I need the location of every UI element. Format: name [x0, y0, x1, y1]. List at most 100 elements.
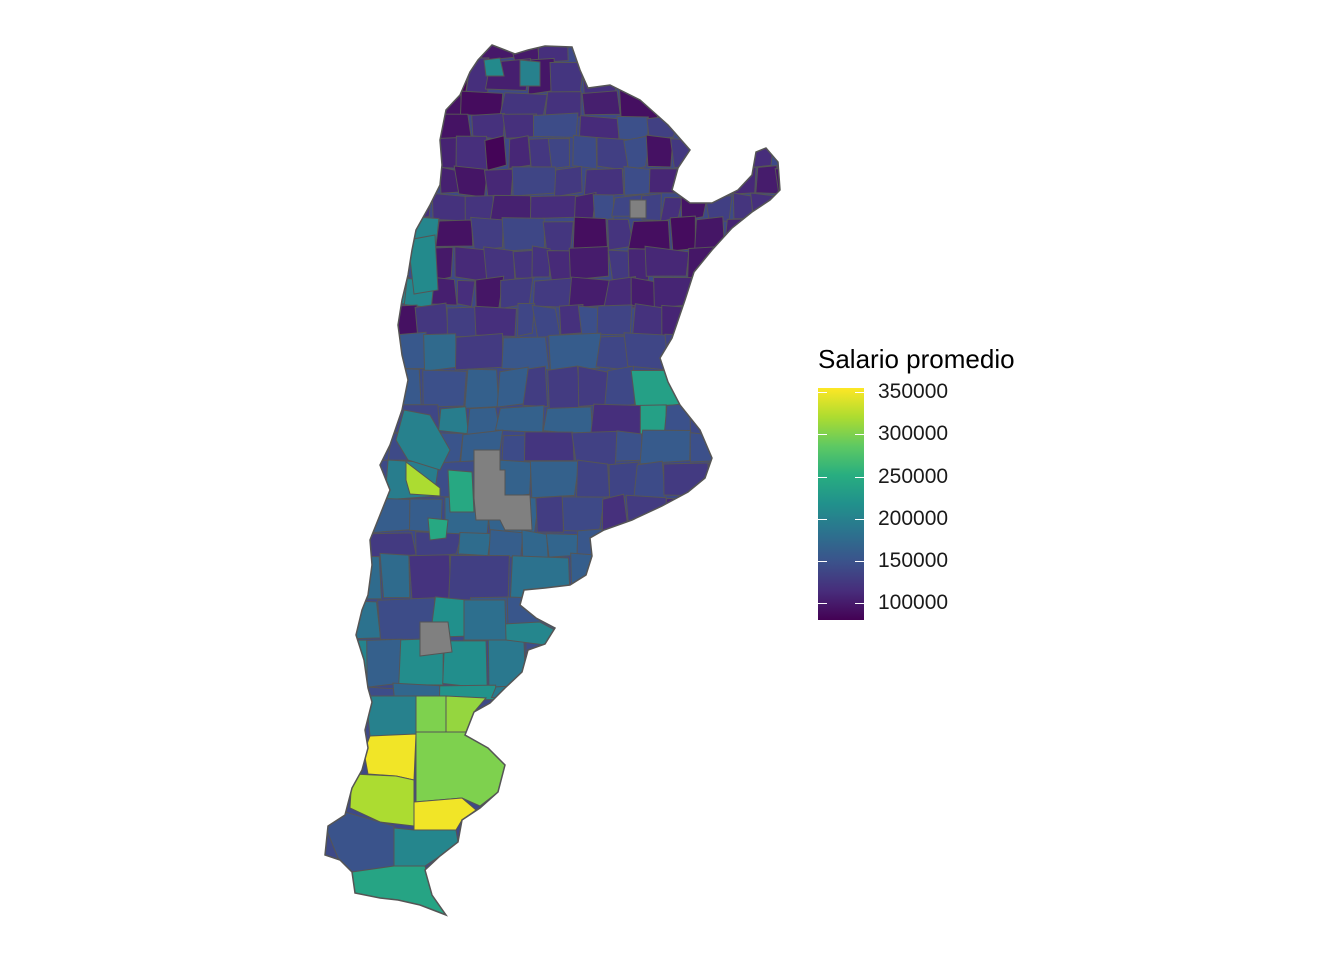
department-region: [546, 250, 573, 282]
legend-tick-mark: [818, 518, 827, 520]
legend-tick-label: 350000: [878, 380, 949, 404]
department-region: [561, 496, 606, 533]
department-region: [438, 406, 469, 435]
department-region: [707, 462, 755, 497]
department-region: [664, 333, 698, 370]
missing-data-region: [473, 449, 533, 531]
department-region: [501, 336, 550, 371]
department-region: [408, 554, 452, 601]
department-region: [516, 302, 536, 337]
department-region: [437, 58, 471, 95]
department-region: [484, 135, 507, 172]
legend-tick-mark: [818, 476, 827, 478]
department-region: [501, 217, 546, 252]
department-region: [592, 194, 615, 222]
department-region: [577, 365, 610, 407]
department-region: [483, 246, 516, 282]
department-region: [669, 215, 696, 252]
department-region: [487, 634, 527, 688]
department-region: [531, 304, 561, 339]
department-region: [623, 134, 652, 171]
department-region: [581, 90, 621, 116]
department-region: [619, 88, 659, 120]
department-region: [669, 138, 694, 169]
map-regions: [325, 45, 780, 915]
legend-title: Salario promedio: [818, 344, 1015, 374]
department-region: [663, 498, 707, 534]
legend: Salario promedio 100000 150000 200000 25000…: [818, 344, 1078, 620]
department-region: [547, 365, 583, 410]
department-region: [663, 402, 691, 435]
department-region: [379, 552, 411, 599]
country-outline: [324, 44, 781, 917]
department-region: [464, 195, 495, 221]
legend-tick-mark: [818, 434, 827, 436]
department-region: [407, 234, 439, 295]
department-region: [644, 245, 690, 277]
department-region: [532, 277, 573, 309]
department-region: [575, 459, 611, 501]
department-region: [502, 113, 538, 139]
legend-tick-mark: [855, 560, 864, 562]
department-region: [365, 695, 417, 737]
department-region: [427, 517, 449, 541]
department-region: [570, 552, 617, 601]
department-region: [351, 865, 448, 915]
department-region: [578, 115, 620, 140]
department-region: [474, 305, 517, 337]
department-region: [371, 304, 419, 337]
department-region: [509, 45, 540, 62]
department-region: [547, 137, 571, 170]
missing-data-region: [629, 199, 647, 219]
department-region: [463, 599, 507, 641]
department-region: [661, 304, 691, 338]
legend-tick-mark: [855, 434, 864, 436]
department-region: [615, 430, 644, 462]
department-region: [475, 275, 505, 309]
department-region: [627, 220, 671, 251]
department-region: [694, 216, 725, 251]
department-region: [583, 167, 625, 198]
department-region: [489, 194, 533, 222]
department-region: [423, 333, 458, 372]
department-region: [457, 531, 492, 557]
department-region: [603, 365, 636, 410]
department-region: [325, 639, 371, 686]
department-region: [511, 166, 557, 197]
department-region: [405, 460, 441, 497]
department-region: [325, 598, 382, 641]
legend-tick-label: 300000: [878, 422, 949, 446]
department-region: [633, 460, 667, 500]
department-region: [548, 332, 602, 371]
department-region: [574, 191, 597, 221]
department-region: [724, 218, 770, 249]
department-region: [509, 555, 571, 603]
department-region: [414, 166, 437, 198]
department-region: [689, 432, 720, 463]
department-region: [362, 497, 415, 534]
department-region: [413, 797, 477, 831]
department-region: [596, 137, 629, 172]
legend-tick-label: 100000: [878, 591, 949, 615]
legend-tick-label: 200000: [878, 506, 949, 530]
department-region: [639, 429, 692, 465]
department-region: [395, 409, 451, 471]
department-region: [454, 332, 504, 371]
department-region: [572, 134, 598, 170]
department-region: [447, 469, 475, 513]
department-region: [532, 112, 579, 138]
department-region: [630, 369, 684, 407]
department-region: [448, 554, 510, 603]
department-region: [537, 45, 569, 63]
department-region: [415, 731, 506, 807]
department-region: [454, 246, 489, 283]
department-region: [522, 365, 549, 408]
department-region: [435, 219, 474, 248]
department-region: [595, 335, 630, 371]
department-region: [750, 192, 780, 223]
department-region: [577, 305, 600, 336]
department-region: [653, 276, 702, 309]
department-region: [512, 249, 535, 279]
department-region: [519, 59, 541, 87]
